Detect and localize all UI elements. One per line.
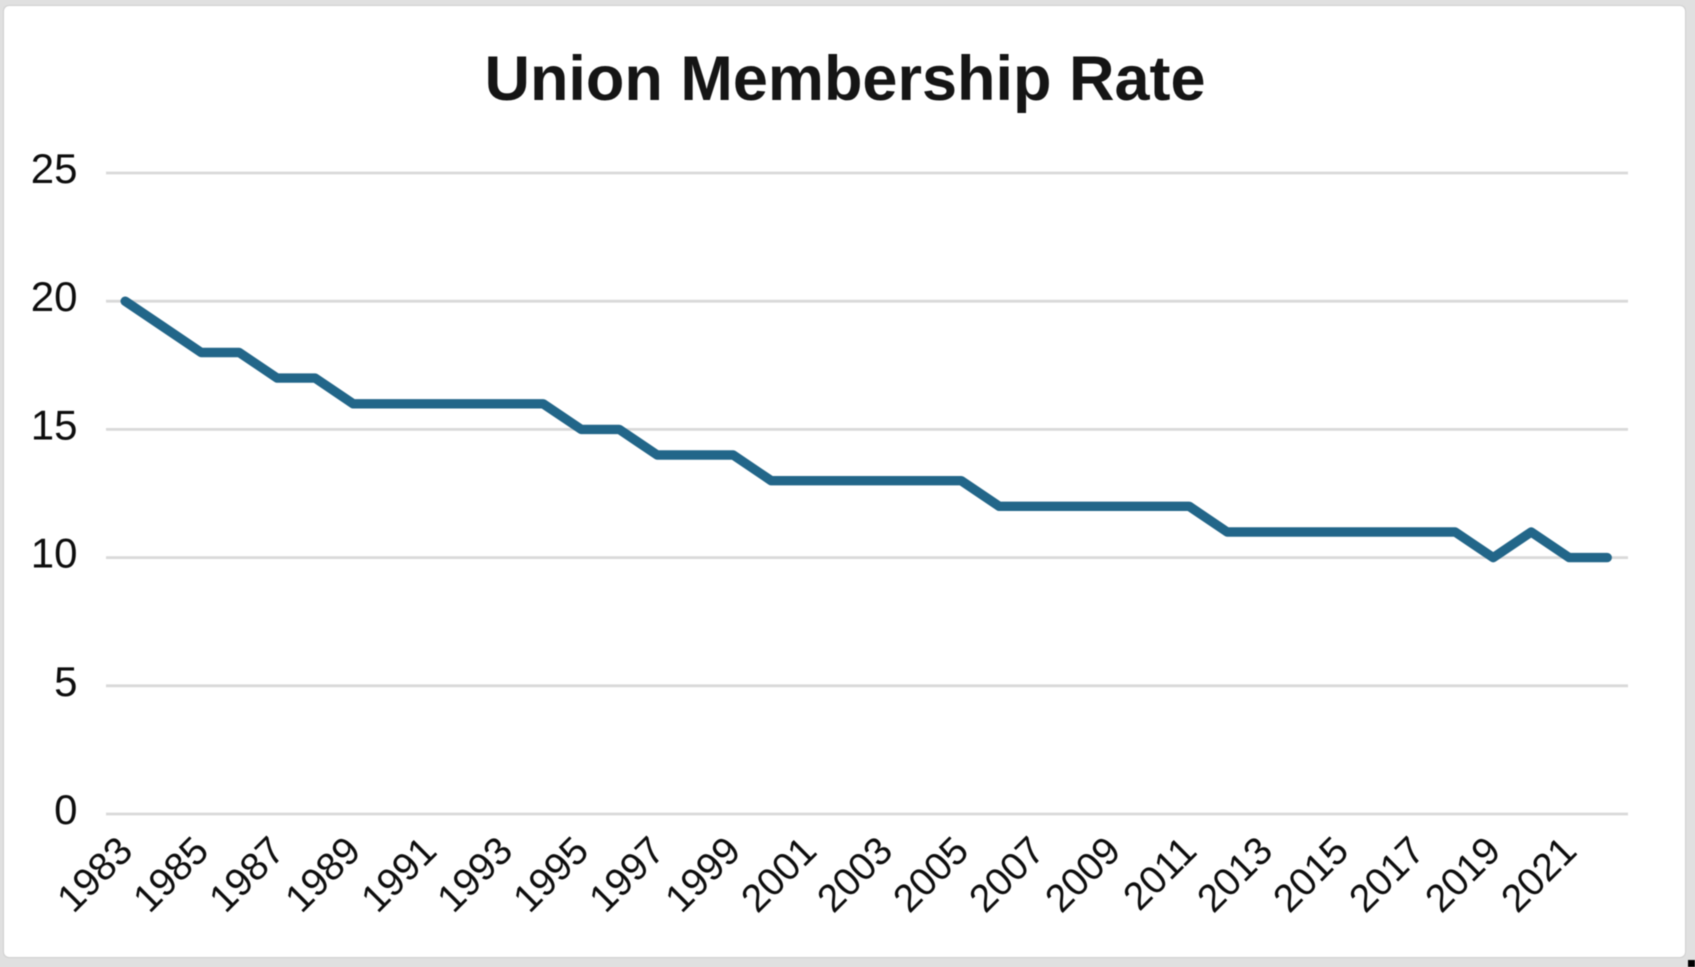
svg-text:2019: 2019 <box>1417 829 1509 921</box>
svg-text:5: 5 <box>54 658 77 705</box>
svg-text:2003: 2003 <box>809 829 901 921</box>
svg-text:15: 15 <box>31 401 78 448</box>
svg-text:2001: 2001 <box>733 829 825 921</box>
svg-text:2017: 2017 <box>1341 829 1433 921</box>
svg-text:1995: 1995 <box>505 829 597 921</box>
svg-text:25: 25 <box>31 145 78 192</box>
svg-text:2005: 2005 <box>885 829 977 921</box>
svg-text:2011: 2011 <box>1115 829 1205 919</box>
svg-text:2013: 2013 <box>1189 829 1281 921</box>
svg-text:2009: 2009 <box>1037 829 1129 921</box>
svg-text:1983: 1983 <box>49 829 141 921</box>
svg-text:2021: 2021 <box>1493 829 1585 921</box>
svg-text:2007: 2007 <box>961 829 1053 921</box>
svg-text:1991: 1991 <box>353 829 445 921</box>
svg-text:1993: 1993 <box>429 829 521 921</box>
svg-text:10: 10 <box>31 530 78 577</box>
svg-text:1999: 1999 <box>657 829 749 921</box>
svg-text:2015: 2015 <box>1265 829 1357 921</box>
svg-text:1989: 1989 <box>277 829 369 921</box>
svg-text:1985: 1985 <box>125 829 217 921</box>
svg-text:0: 0 <box>54 786 77 833</box>
svg-text:20: 20 <box>31 273 78 320</box>
svg-text:Union Membership Rate: Union Membership Rate <box>484 44 1205 114</box>
svg-text:1987: 1987 <box>201 829 293 921</box>
svg-text:1997: 1997 <box>581 829 673 921</box>
